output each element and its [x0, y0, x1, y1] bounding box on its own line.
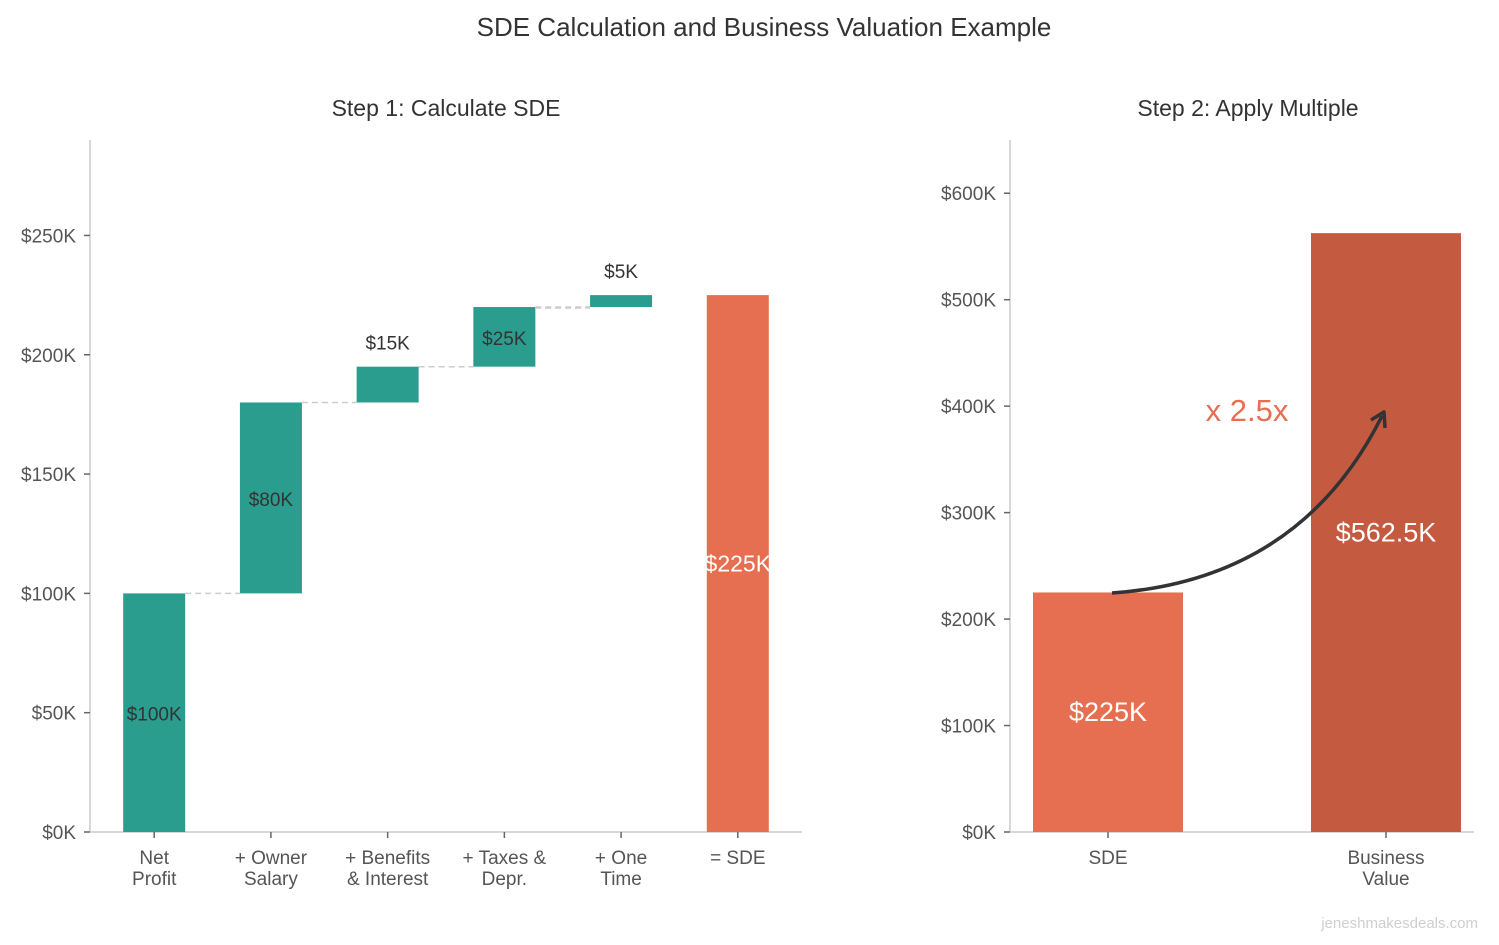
- watermark: jeneshmakesdeals.com: [1320, 915, 1478, 932]
- bar-value-label: $25K: [482, 329, 527, 350]
- x-tick-label: SDE: [1088, 848, 1127, 869]
- left-chart-title: Step 1: Calculate SDE: [332, 95, 561, 121]
- y-tick-label: $400K: [941, 397, 996, 418]
- y-tick-label: $0K: [962, 823, 996, 844]
- waterfall-bar: [590, 295, 653, 308]
- x-tick-label: + Benefits & Interest: [345, 848, 430, 890]
- y-tick-label: $600K: [941, 184, 996, 205]
- waterfall-bar: [356, 366, 419, 403]
- bar-value-label: $15K: [365, 334, 410, 355]
- x-tick-label: + One Time: [595, 848, 647, 890]
- y-tick-label: $100K: [941, 717, 996, 738]
- x-tick-label: Net Profit: [132, 848, 177, 890]
- y-tick-label: $100K: [21, 584, 76, 605]
- y-tick-label: $50K: [32, 704, 77, 725]
- waterfall-bar: [473, 307, 536, 367]
- x-tick-label: + Owner Salary: [235, 848, 308, 890]
- x-tick-label: = SDE: [710, 848, 765, 869]
- figure-title: SDE Calculation and Business Valuation E…: [477, 12, 1052, 42]
- bar-value-label: $100K: [127, 705, 182, 726]
- bar-value-label: $225K: [705, 551, 772, 577]
- bar-value-label: $562.5K: [1336, 518, 1437, 548]
- x-tick-label: + Taxes & Depr.: [463, 848, 547, 890]
- bar-value-label: $225K: [1069, 697, 1147, 727]
- y-tick-label: $300K: [941, 504, 996, 525]
- value-bar: [1033, 592, 1183, 832]
- value-bar: [1311, 233, 1461, 833]
- y-tick-label: $150K: [21, 465, 76, 486]
- y-tick-label: $0K: [42, 823, 76, 844]
- arrow-head-icon: [1370, 410, 1387, 429]
- waterfall-bar: [123, 593, 186, 832]
- bar-value-label: $80K: [249, 490, 294, 511]
- right-chart-title: Step 2: Apply Multiple: [1137, 95, 1358, 121]
- y-tick-label: $250K: [21, 226, 76, 247]
- waterfall-bar: [239, 402, 302, 594]
- waterfall-bar: [706, 295, 769, 832]
- bar-value-label: $5K: [604, 262, 638, 283]
- multiplier-annotation: x 2.5x: [1206, 393, 1289, 428]
- y-tick-label: $200K: [21, 346, 76, 367]
- multiplier-arrow: [1111, 415, 1384, 595]
- y-tick-label: $500K: [941, 291, 996, 312]
- y-tick-label: $200K: [941, 610, 996, 631]
- x-tick-label: Business Value: [1347, 848, 1424, 890]
